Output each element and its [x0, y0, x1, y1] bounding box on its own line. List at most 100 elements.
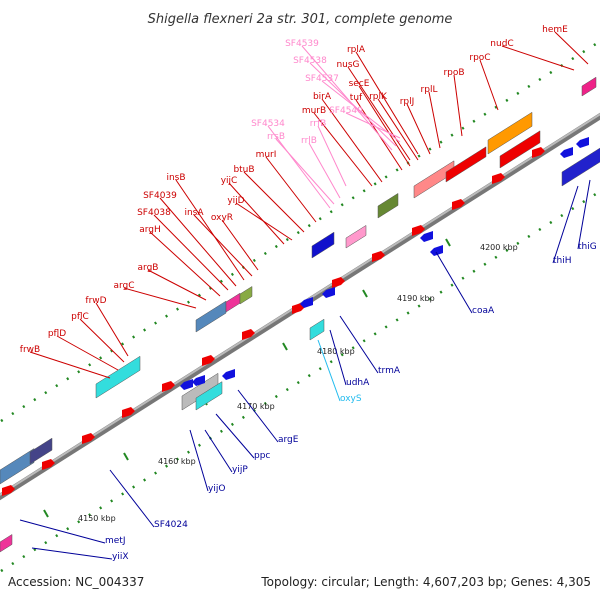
gene-label-nudc: nudC	[490, 39, 513, 49]
leader-line	[243, 171, 305, 233]
leader-line	[501, 45, 575, 71]
gene-label-frwb: frwB	[20, 345, 40, 355]
gene-label-metj: metJ	[105, 536, 126, 546]
gene-label-thih: thiH	[553, 256, 572, 266]
leader-line	[149, 231, 221, 297]
leader-line	[309, 62, 397, 147]
leader-line	[317, 339, 341, 402]
forward-arrow	[2, 485, 15, 496]
forward-arrow	[122, 407, 135, 418]
gene-label-thig: thiG	[578, 242, 597, 252]
gene-label-sf4539: SF4539	[285, 39, 319, 49]
leader-line	[204, 429, 233, 473]
gene-label-sf4538: SF4538	[293, 56, 327, 66]
gene-label-btub: btuB	[233, 165, 254, 175]
gene-label-coaa: coaA	[472, 306, 495, 316]
gene-label-sf4540: SF4540	[329, 106, 363, 116]
gene-label-yijo: yijO	[208, 484, 225, 494]
gene-label-trma: trmA	[378, 366, 401, 376]
gene-label-sece: secE	[349, 79, 370, 89]
tick-mark	[282, 342, 288, 351]
gene-label-heme: hemE	[542, 25, 568, 35]
leader-line	[301, 45, 393, 151]
leader-line	[237, 389, 279, 443]
gene-label-argh: argH	[139, 225, 161, 235]
gene-label-tuf: tuf	[350, 93, 363, 103]
leader-line	[95, 302, 129, 357]
gene-block-pink	[345, 224, 367, 249]
gene-block-blue-rev2	[561, 147, 600, 187]
gene-label-sf4534: SF4534	[251, 119, 285, 129]
gene-label-rrlb: rrlB	[301, 136, 317, 146]
tick-mark	[43, 509, 49, 518]
leader-line	[265, 156, 317, 223]
gene-block-blue	[195, 300, 227, 333]
gene-block-magenta-rev	[0, 533, 13, 553]
gene-block-cyan	[95, 355, 141, 399]
leader-line	[267, 125, 331, 209]
gene-label-ppc: ppc	[254, 451, 270, 461]
gene-label-bira: birA	[313, 92, 332, 102]
gene-label-arge: argE	[278, 435, 299, 445]
leader-line	[317, 125, 347, 187]
label-leaders	[19, 31, 591, 560]
leader-line	[308, 142, 341, 199]
reverse-arrow	[430, 245, 443, 256]
leader-line	[275, 138, 335, 205]
leader-line	[123, 287, 197, 309]
leader-line	[153, 214, 229, 291]
leader-line	[235, 202, 293, 241]
reverse-arrow	[180, 379, 193, 390]
gene-label-rpoc: rpoC	[469, 53, 490, 63]
gene-label-sf4039: SF4039	[143, 191, 177, 201]
leader-line	[228, 182, 285, 245]
gene-label-murb: murB	[302, 106, 326, 116]
gene-label-oxys: oxyS	[340, 394, 362, 404]
leader-line	[329, 329, 347, 386]
guide-line	[0, 189, 600, 574]
gene-features	[0, 76, 600, 553]
gene-label-rpob: rpoB	[443, 68, 464, 78]
gene-label-argb: argB	[138, 263, 159, 273]
gene-block-magenta	[225, 292, 241, 313]
gene-block-cyan-rev	[195, 381, 223, 411]
leader-line	[147, 269, 207, 301]
reverse-arrow	[300, 297, 313, 308]
gene-block-red2	[499, 130, 541, 169]
leader-line	[159, 197, 237, 287]
gene-label-yijc: yijC	[221, 176, 238, 186]
gene-block-blue-rev	[0, 448, 35, 485]
leader-line	[79, 318, 125, 363]
leader-line	[577, 179, 591, 250]
leader-line	[109, 469, 155, 528]
leader-line	[29, 351, 111, 379]
accession-text: Accession: NC_004337	[8, 575, 144, 589]
reverse-arrow	[222, 369, 235, 380]
gene-label-sf4038: SF4038	[137, 208, 171, 218]
leader-line	[221, 219, 259, 271]
leader-line	[554, 31, 589, 65]
genome-summary-text: Topology: circular; Length: 4,607,203 bp…	[260, 575, 591, 589]
leader-line	[31, 547, 113, 560]
leader-line	[175, 179, 245, 281]
gene-label-insa: insA	[184, 208, 204, 218]
forward-arrow	[412, 225, 425, 236]
tick-label: 4170 kbp	[237, 402, 275, 411]
leader-line	[339, 315, 379, 374]
gene-label-pflc: pflC	[71, 312, 89, 322]
gene-label-yijd: yijD	[227, 196, 244, 206]
gene-label-udha: udhA	[346, 378, 370, 388]
gene-label-sf4024: SF4024	[154, 520, 188, 530]
gene-block-indigo	[29, 437, 53, 465]
gene-block-green	[239, 285, 253, 305]
tick-label: 4160 kbp	[158, 457, 196, 466]
leader-line	[479, 59, 499, 111]
gene-label-pfld: pflD	[48, 329, 66, 339]
tick-label: 4150 kbp	[78, 514, 116, 523]
gene-label-rplk: rplK	[369, 92, 388, 102]
forward-arrow	[332, 277, 345, 288]
leader-line	[377, 98, 419, 161]
gene-label-oxyr: oxyR	[211, 213, 233, 223]
reverse-arrow	[192, 375, 205, 386]
